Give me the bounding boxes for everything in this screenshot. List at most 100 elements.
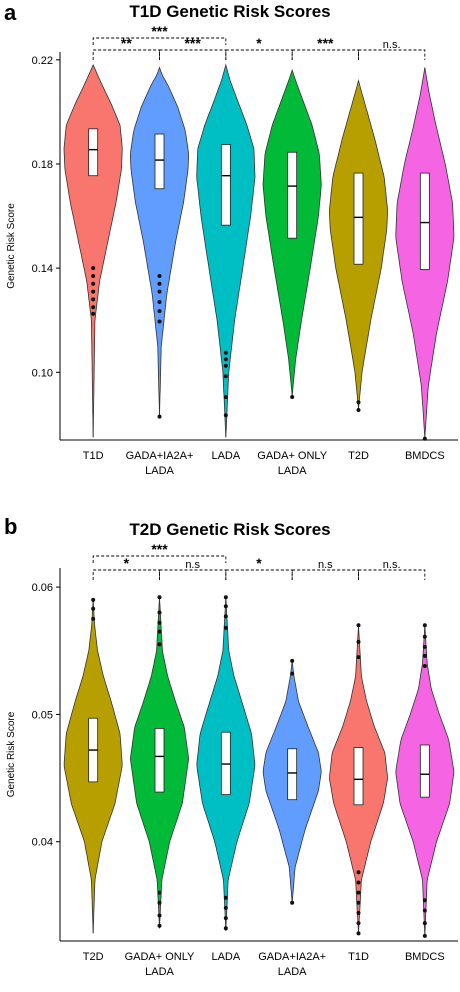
- significance-bracket: ***: [92, 541, 227, 563]
- significance-label: *: [256, 35, 262, 51]
- outlier-point: [91, 273, 96, 278]
- outlier-point: [290, 658, 295, 663]
- box: [353, 172, 364, 265]
- outlier-point: [223, 395, 228, 400]
- significance-label: ***: [151, 23, 168, 39]
- outlier-point: [223, 350, 228, 355]
- outlier-point: [91, 289, 96, 294]
- outlier-point: [356, 655, 361, 660]
- significance-label: ***: [151, 541, 168, 557]
- violin-group: [395, 623, 455, 938]
- outlier-point: [91, 305, 96, 310]
- significance-label: ***: [184, 35, 201, 51]
- outlier-point: [157, 620, 162, 625]
- panel-label: a: [4, 0, 17, 25]
- box: [353, 747, 364, 806]
- significance-label: n.s.: [383, 559, 401, 571]
- bracket-line: [291, 49, 359, 60]
- chart-title: T1D Genetic Risk Scores: [129, 2, 331, 21]
- x-tick-label: BMDCS: [405, 450, 445, 462]
- outlier-point: [157, 642, 162, 647]
- outlier-point: [223, 595, 228, 600]
- outlier-point: [91, 297, 96, 302]
- outlier-point: [356, 890, 361, 895]
- y-tick-label: 0.18: [32, 159, 53, 171]
- x-tick-label: GADA+ ONLY: [257, 450, 327, 462]
- box: [88, 128, 99, 177]
- x-tick-label: LADA: [211, 450, 240, 462]
- significance-bracket: **: [92, 35, 160, 60]
- significance-bracket: n.s.: [358, 559, 426, 580]
- bracket-line: [92, 37, 227, 45]
- violin-group: [262, 658, 322, 905]
- outlier-point: [157, 319, 162, 324]
- outlier-point: [422, 933, 427, 938]
- bracket-line: [291, 569, 359, 580]
- significance-label: *: [256, 555, 262, 571]
- outlier-point: [422, 653, 427, 658]
- box: [154, 728, 165, 793]
- box: [419, 744, 430, 798]
- violin-group: [329, 623, 388, 936]
- x-tick-label: T2D: [348, 450, 369, 462]
- significance-bracket: n.s: [291, 559, 359, 580]
- outlier-point: [223, 374, 228, 379]
- outlier-point: [157, 629, 162, 634]
- outlier-point: [223, 413, 228, 418]
- outlier-point: [91, 311, 96, 316]
- y-tick-label: 0.04: [32, 837, 53, 849]
- x-tick-label: T2D: [83, 951, 104, 963]
- violin-group: [63, 64, 123, 438]
- violin-group: [196, 595, 256, 931]
- violin-group: [129, 595, 190, 929]
- x-tick-label: BMDCS: [405, 951, 445, 963]
- x-tick-label: LADA: [211, 951, 240, 963]
- box: [287, 748, 298, 801]
- outlier-point: [91, 606, 96, 611]
- outlier-point: [223, 926, 228, 931]
- box: [287, 151, 298, 239]
- outlier-point: [157, 610, 162, 615]
- y-axis-label: Genetic Risk Score: [6, 711, 17, 797]
- outlier-point: [223, 895, 228, 900]
- y-tick-label: 0.05: [32, 709, 53, 721]
- violin-shape: [129, 66, 190, 417]
- outlier-point: [157, 414, 162, 419]
- significance-bracket: n.s.: [358, 39, 426, 60]
- outlier-point: [356, 639, 361, 644]
- violin-group: [328, 79, 389, 413]
- outlier-point: [223, 363, 228, 368]
- outlier-point: [157, 890, 162, 895]
- significance-bracket: ***: [92, 23, 227, 45]
- x-tick-label: GADA+ ONLY: [125, 951, 195, 963]
- x-tick-label: T1D: [348, 951, 369, 963]
- outlier-point: [356, 870, 361, 875]
- bracket-line: [225, 49, 293, 60]
- x-tick-label: LADA: [145, 966, 174, 978]
- significance-bracket: n.s: [159, 559, 227, 580]
- violin-group: [196, 63, 256, 438]
- significance-label: **: [121, 35, 132, 51]
- y-tick-label: 0.06: [32, 582, 53, 594]
- y-tick-label: 0.14: [32, 263, 53, 275]
- violin-chart-t1d: 0.10 0.14 0.18 0.22 Genetic Risk Score T1D GAD…: [6, 23, 458, 477]
- bracket-line: [92, 555, 227, 563]
- box: [419, 172, 430, 270]
- outlier-point: [157, 900, 162, 905]
- y-axis-label: Genetic Risk Score: [6, 203, 17, 289]
- outlier-point: [91, 266, 96, 271]
- outlier-point: [422, 921, 427, 926]
- y-tick-label: 0.22: [32, 55, 53, 67]
- x-tick-label: LADA: [278, 966, 307, 978]
- outlier-point: [223, 625, 228, 630]
- panel-b: b T2D Genetic Risk Scores 0.04 0.05 0.06 Ge…: [0, 508, 460, 992]
- significance-label: n.s.: [383, 39, 401, 51]
- violin-group: [63, 597, 123, 934]
- outlier-point: [290, 900, 295, 905]
- box: [220, 144, 231, 226]
- bracket-line: [92, 569, 160, 580]
- outlier-point: [356, 931, 361, 936]
- outlier-point: [157, 309, 162, 314]
- x-tick-label: GADA+IA2A+: [258, 951, 326, 963]
- significance-label: n.s: [185, 559, 200, 571]
